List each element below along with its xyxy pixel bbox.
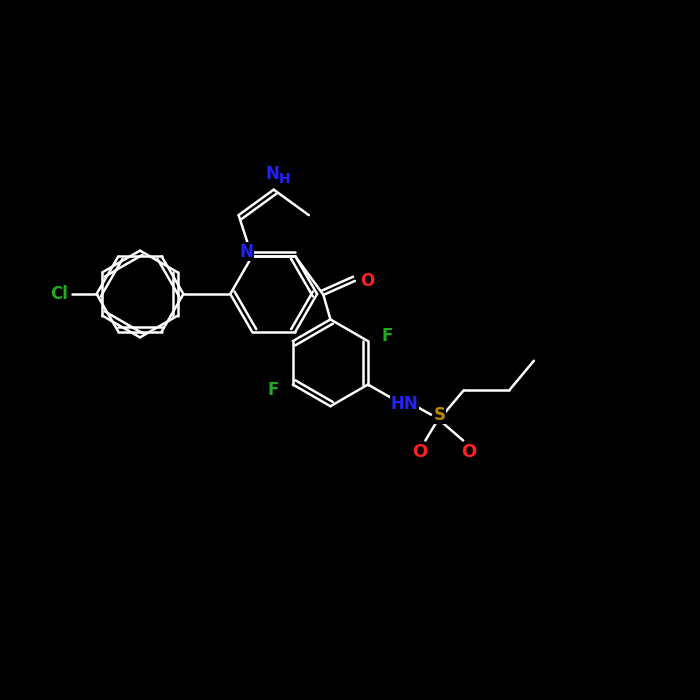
Text: F: F xyxy=(382,326,393,344)
Text: F: F xyxy=(267,381,279,399)
Text: O: O xyxy=(360,272,374,290)
Text: Cl: Cl xyxy=(50,285,69,303)
Text: S: S xyxy=(433,405,445,424)
Text: N: N xyxy=(239,242,253,260)
Text: O: O xyxy=(461,443,477,461)
Text: H: H xyxy=(279,172,290,186)
Text: HN: HN xyxy=(391,395,419,413)
Text: O: O xyxy=(412,443,428,461)
Text: N: N xyxy=(265,165,279,183)
